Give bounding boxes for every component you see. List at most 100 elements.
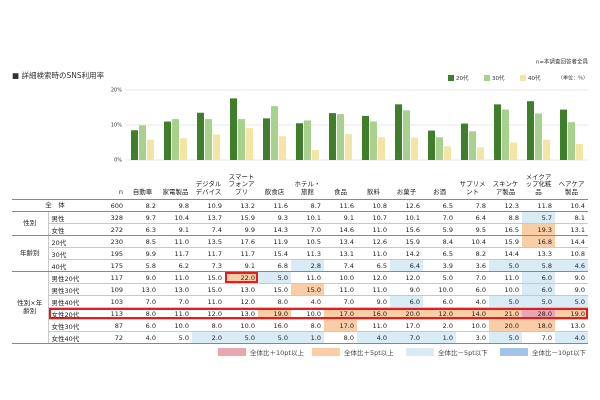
value-cell: 9.1 — [225, 259, 258, 272]
group-label: 性別 — [12, 211, 49, 236]
value-cell: 13.0 — [126, 283, 159, 296]
value-cell: 10.7 — [357, 211, 390, 224]
value-cell: 19.0 — [555, 307, 588, 320]
row-label: 全 体 — [12, 199, 98, 212]
value-cell: 6.0 — [522, 283, 555, 296]
value-cell: 12.0 — [225, 295, 258, 308]
data-row: 性別 男性 328 9.7 10.4 13.7 15.9 9.3 10.1 9.1 10.7 10.1… — [12, 211, 588, 236]
bar — [527, 101, 534, 160]
y-tick-label: 0% — [114, 158, 122, 163]
n-cell: 72 — [98, 331, 126, 344]
value-cell: 6.5 — [423, 199, 456, 212]
n-cell: 103 — [98, 295, 126, 308]
highlight-label: 全体比＋5pt以上 — [344, 349, 394, 357]
value-cell: 10.4 — [456, 235, 489, 248]
bar — [543, 139, 550, 160]
column-header: サプリメント — [456, 162, 489, 200]
column-header: ホテル・旅館 — [291, 162, 324, 200]
value-cell: 5.0 — [489, 295, 522, 308]
chart: ■ 詳細検索時のSNS利用率 n=本調査回答者全員 （単位：％） 0% 10% 20… — [12, 58, 589, 163]
value-cell: 19.3 — [522, 223, 555, 236]
value-cell: 20.0 — [489, 319, 522, 332]
value-cell: 14.4 — [489, 247, 522, 260]
bar — [329, 113, 336, 160]
bar — [411, 137, 418, 160]
value-cell: 17.0 — [390, 319, 423, 332]
highlight-label: 全体比－5pt以下 — [438, 349, 488, 357]
row-label: 女性30代 — [48, 319, 98, 332]
value-cell: 1.0 — [291, 331, 324, 344]
value-cell: 9.0 — [390, 283, 423, 296]
bar — [197, 112, 204, 160]
n-cell: 230 — [98, 235, 126, 248]
row-label: 男性 — [48, 211, 98, 224]
value-cell: 5.7 — [522, 211, 555, 224]
value-cell: 9.9 — [225, 223, 258, 236]
bar — [345, 134, 352, 160]
bar — [560, 109, 567, 160]
value-cell: 15.9 — [225, 211, 258, 224]
unit: （単位：％） — [558, 75, 588, 82]
value-cell: 9.1 — [324, 211, 357, 224]
value-cell: 3.6 — [456, 259, 489, 272]
row-label: 20代 — [48, 235, 98, 248]
value-cell: 12.6 — [357, 235, 390, 248]
value-cell: 11.0 — [357, 283, 390, 296]
value-cell: 14.2 — [390, 247, 423, 260]
value-cell: 15.9 — [390, 235, 423, 248]
bar — [436, 137, 443, 160]
value-cell: 13.1 — [324, 247, 357, 260]
value-cell: 7.0 — [423, 211, 456, 224]
n-cell: 195 — [98, 247, 126, 260]
note: n=本調査回答者全員 — [536, 58, 589, 66]
value-cell: 20.0 — [390, 307, 423, 320]
value-cell: 6.4 — [390, 259, 423, 272]
value-cell: 8.0 — [126, 307, 159, 320]
column-header: 家電製品 — [159, 162, 192, 200]
column-header: デジタルデバイス — [192, 162, 225, 200]
value-cell: 7.4 — [324, 259, 357, 272]
value-cell: 10.4 — [555, 199, 588, 212]
value-cell: 5.9 — [423, 223, 456, 236]
value-cell: 10.0 — [324, 271, 357, 284]
value-cell: 15.0 — [192, 271, 225, 284]
value-cell: 11.0 — [159, 235, 192, 248]
bar — [395, 104, 402, 160]
value-cell: 15.4 — [258, 247, 291, 260]
value-cell: 10.8 — [555, 247, 588, 260]
value-cell: 14.6 — [324, 223, 357, 236]
value-cell: 8.1 — [555, 211, 588, 224]
row-label: 40代 — [48, 259, 98, 272]
value-cell: 4.6 — [555, 259, 588, 272]
data-row: 女性40代 72 4.0 5.0 2.0 5.0 5.0 1.0 8.0 4.0 7.0 1.0 3.0… — [12, 331, 588, 344]
n-cell: 113 — [98, 307, 126, 320]
value-cell: 14.3 — [258, 223, 291, 236]
value-cell: 10.8 — [357, 199, 390, 212]
value-cell: 13.5 — [192, 235, 225, 248]
column-header: お菓子 — [390, 162, 423, 200]
value-cell: 10.0 — [225, 319, 258, 332]
value-cell: 6.0 — [423, 295, 456, 308]
n-cell: 175 — [98, 259, 126, 272]
data-row: 男性40代 103 7.0 7.0 11.0 12.0 8.0 4.0 7.0 9.0 6.0 6.0… — [12, 295, 588, 308]
value-cell: 13.2 — [225, 199, 258, 212]
legend-label: 20代 — [456, 74, 469, 82]
bar — [304, 120, 311, 160]
value-cell: 7.0 — [456, 271, 489, 284]
value-cell: 9.0 — [555, 271, 588, 284]
bar — [131, 130, 138, 160]
value-cell: 11.7 — [192, 247, 225, 260]
highlight-swatch — [312, 348, 340, 356]
value-cell: 6.4 — [456, 211, 489, 224]
bar — [312, 150, 319, 160]
value-cell: 14.4 — [555, 235, 588, 248]
value-cell: 13.0 — [555, 319, 588, 332]
group-label: 年齢別 — [12, 235, 49, 272]
value-cell: 6.0 — [522, 271, 555, 284]
value-cell: 7.0 — [522, 331, 555, 344]
value-cell: 11.0 — [489, 271, 522, 284]
bar — [428, 130, 435, 160]
header-blank — [12, 162, 98, 200]
bar — [477, 147, 484, 160]
